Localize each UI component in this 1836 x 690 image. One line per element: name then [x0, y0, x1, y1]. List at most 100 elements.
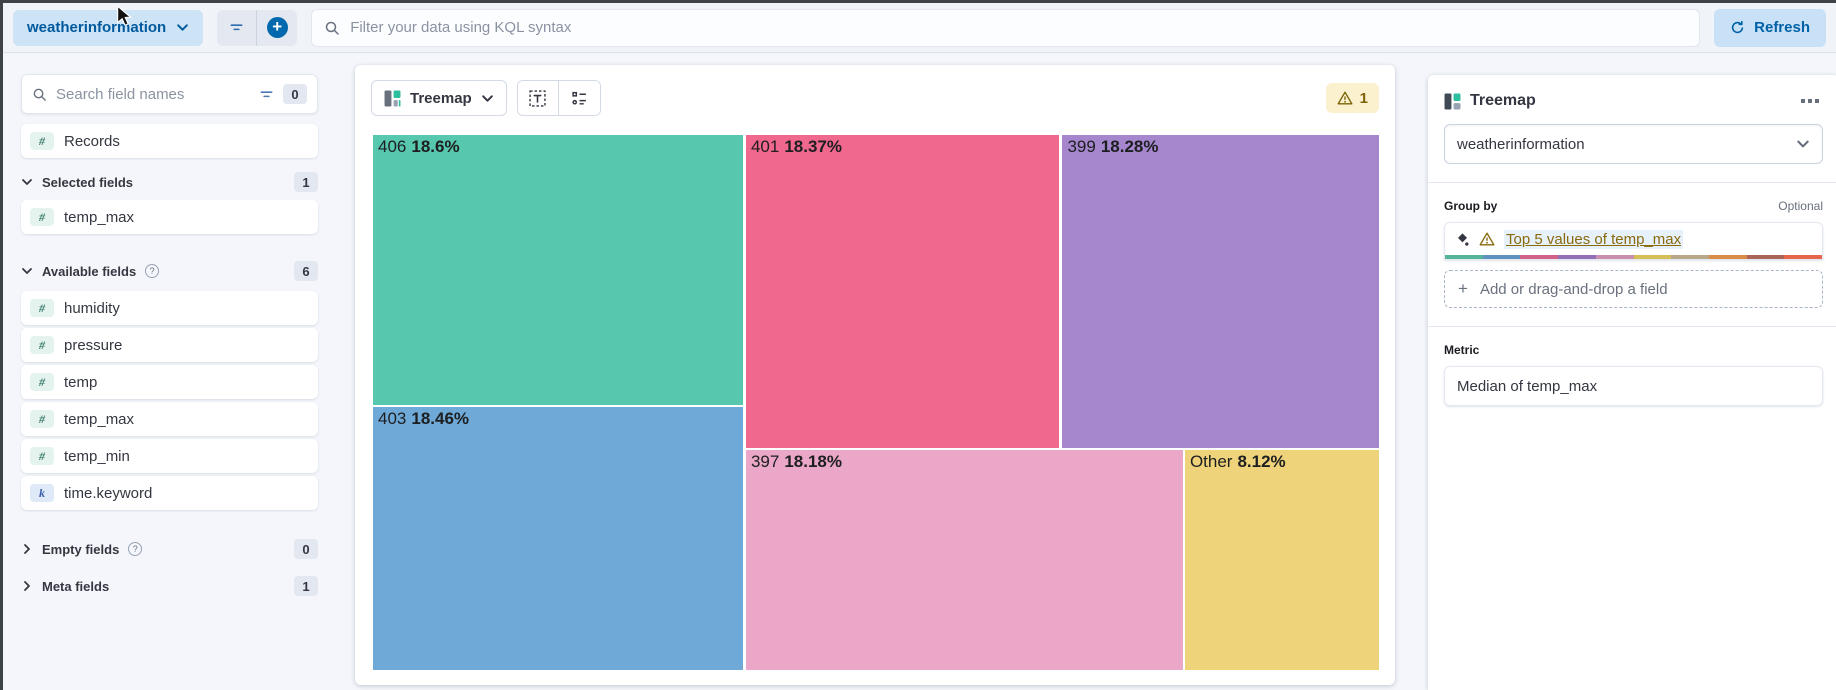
- field-name: pressure: [64, 336, 123, 354]
- metric-section: Metric Median of temp_max: [1428, 343, 1836, 406]
- field-item-temp-min[interactable]: # temp_min: [21, 439, 318, 473]
- treemap-segment-406[interactable]: 406 18.6%: [372, 134, 744, 406]
- help-icon[interactable]: ?: [145, 264, 160, 278]
- chart-type-label: Treemap: [410, 89, 472, 107]
- warning-icon: [1337, 90, 1353, 106]
- metric-label: Metric: [1444, 343, 1480, 357]
- metric-dimension[interactable]: Median of temp_max: [1444, 366, 1823, 406]
- selected-fields-label: Selected fields: [42, 174, 134, 190]
- chevron-right-icon: [21, 580, 33, 592]
- data-view-picker[interactable]: weatherinformation: [13, 9, 204, 46]
- search-icon: [324, 20, 340, 36]
- add-filter-button[interactable]: +: [257, 10, 297, 46]
- plus-circle-icon: +: [266, 17, 288, 38]
- visualization-workspace: Treemap 1 406 18.6% 401 18.37% 399 18: [355, 65, 1395, 685]
- warning-count: 1: [1359, 89, 1368, 107]
- legend-options-button[interactable]: [558, 81, 600, 115]
- number-field-icon: #: [30, 132, 54, 150]
- selected-fields-header[interactable]: Selected fields 1: [21, 172, 318, 192]
- group-by-label: Group by: [1444, 199, 1498, 213]
- number-field-icon: #: [30, 373, 54, 391]
- treemap-segment-label: 399 18.28%: [1067, 137, 1159, 156]
- field-name: time.keyword: [64, 484, 153, 502]
- empty-fields-count: 0: [294, 539, 318, 559]
- workspace-toolbar: Treemap 1: [355, 65, 1395, 116]
- chart-type-switcher[interactable]: Treemap: [371, 80, 507, 116]
- treemap-segment-403[interactable]: 403 18.46%: [372, 405, 744, 671]
- meta-fields-label: Meta fields: [42, 578, 110, 594]
- selected-fields-count: 1: [294, 172, 318, 192]
- layer-actions-icon[interactable]: [1797, 95, 1823, 107]
- query-top-bar: weatherinformation + Filter your data us…: [3, 3, 1836, 53]
- saved-query-filter-button[interactable]: [217, 9, 258, 46]
- chevron-right-icon: [21, 543, 33, 555]
- field-type-filter-icon[interactable]: [259, 87, 274, 102]
- help-icon[interactable]: ?: [128, 542, 143, 556]
- layer-data-view-select[interactable]: weatherinformation: [1444, 124, 1823, 164]
- field-name: Records: [64, 132, 120, 150]
- number-field-icon: #: [30, 410, 54, 428]
- treemap-segment-401[interactable]: 401 18.37%: [744, 134, 1061, 449]
- field-item-humidity[interactable]: # humidity: [21, 291, 318, 325]
- chevron-down-icon: [1796, 137, 1810, 151]
- workspace-warning-badge[interactable]: 1: [1325, 83, 1379, 113]
- field-name: temp_max: [64, 410, 135, 428]
- text-labels-icon: [529, 89, 546, 107]
- treemap-segment-label: 401 18.37%: [750, 137, 842, 156]
- field-search-placeholder: Search field names: [56, 85, 185, 103]
- kql-query-input[interactable]: Filter your data using KQL syntax: [311, 8, 1701, 47]
- treemap-segment-399[interactable]: 399 18.28%: [1061, 134, 1380, 449]
- display-options-group: [516, 80, 601, 116]
- refresh-button[interactable]: Refresh: [1714, 8, 1826, 47]
- treemap-segment-other[interactable]: Other 8.12%: [1183, 448, 1380, 671]
- layer-panel-header: Treemap: [1428, 75, 1836, 124]
- empty-fields-header[interactable]: Empty fields ? 0: [21, 539, 318, 559]
- palette-color-icon[interactable]: [1455, 232, 1470, 247]
- data-view-label: weatherinformation: [27, 19, 167, 36]
- group-by-dimension[interactable]: Top 5 values of temp_max: [1444, 222, 1823, 260]
- layer-data-view-value: weatherinformation: [1457, 135, 1585, 153]
- refresh-label: Refresh: [1754, 19, 1810, 36]
- field-item-temp-max-selected[interactable]: # temp_max: [21, 200, 318, 234]
- chevron-down-icon: [481, 92, 494, 105]
- field-item-temp[interactable]: # temp: [21, 365, 318, 399]
- treemap-segment-label: Other 8.12%: [1189, 451, 1286, 471]
- number-field-icon: #: [30, 299, 54, 317]
- search-icon: [32, 87, 47, 102]
- layer-config-panel: Treemap weatherinformation Group by Opti…: [1428, 75, 1836, 690]
- number-field-icon: #: [30, 447, 54, 465]
- empty-fields-label: Empty fields: [42, 541, 120, 557]
- refresh-icon: [1730, 20, 1745, 35]
- add-group-by-field-button[interactable]: + Add or drag-and-drop a field: [1444, 270, 1823, 308]
- number-field-icon: #: [30, 336, 54, 354]
- palette-strip: [1445, 255, 1823, 259]
- field-name: temp_min: [64, 447, 130, 465]
- available-fields-label: Available fields: [42, 263, 137, 279]
- treemap-segment-label: 403 18.46%: [378, 408, 470, 428]
- group-by-section: Group by Optional Top 5 values of temp_m…: [1428, 199, 1836, 308]
- meta-fields-header[interactable]: Meta fields 1: [21, 576, 318, 596]
- plus-icon: +: [1458, 279, 1468, 298]
- layer-panel-title: Treemap: [1470, 92, 1536, 109]
- kql-placeholder: Filter your data using KQL syntax: [350, 19, 572, 36]
- chevron-down-icon: [21, 265, 33, 277]
- field-item-pressure[interactable]: # pressure: [21, 328, 318, 362]
- keyword-field-icon: k: [30, 484, 54, 502]
- chevron-down-icon: [176, 21, 189, 34]
- field-item-records[interactable]: # Records: [21, 124, 318, 158]
- field-name: temp: [64, 373, 98, 391]
- available-fields-header[interactable]: Available fields ? 6: [21, 261, 318, 281]
- field-item-temp-max[interactable]: # temp_max: [21, 402, 318, 436]
- field-search-input[interactable]: Search field names 0: [21, 74, 318, 114]
- field-name: humidity: [64, 299, 120, 317]
- number-field-icon: #: [30, 208, 54, 226]
- filter-button-group: +: [217, 9, 298, 46]
- treemap-segment-397[interactable]: 397 18.18%: [744, 448, 1184, 671]
- group-by-dimension-link[interactable]: Top 5 values of temp_max: [1504, 229, 1684, 249]
- chevron-down-icon: [21, 176, 33, 188]
- treemap: 406 18.6% 401 18.37% 399 18.28% 403 18.46% 397 18…: [372, 134, 1380, 671]
- treemap-chart-icon: [1444, 93, 1461, 110]
- meta-fields-count: 1: [294, 576, 318, 596]
- field-item-time-keyword[interactable]: k time.keyword: [21, 476, 318, 510]
- labels-options-button[interactable]: [517, 81, 559, 115]
